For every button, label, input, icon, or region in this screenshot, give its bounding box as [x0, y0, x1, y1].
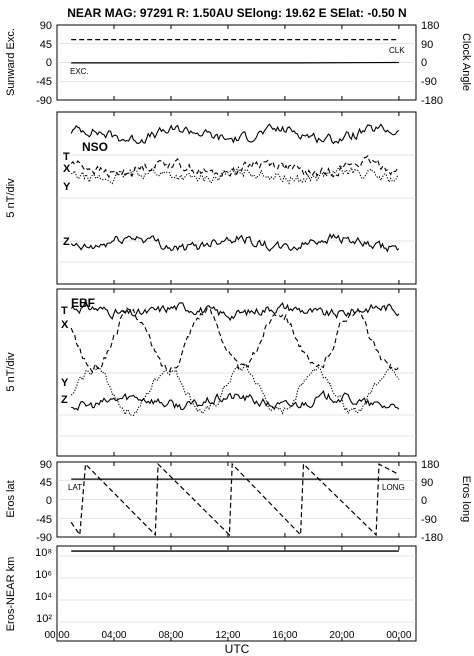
ebf-y-axis-label: 5 nT/div — [5, 352, 17, 392]
dist-tick-1e8: 10⁸ — [35, 547, 52, 559]
x-tick-label: 16:00 — [272, 630, 297, 641]
dist-tick-1e6: 10⁶ — [35, 569, 52, 581]
eros-panel: LAT LONG 90 45 0 -45 -90 180 90 0 -90 -1… — [5, 459, 472, 544]
nso-series-x-line — [70, 154, 400, 179]
long-label: LONG — [382, 483, 405, 492]
eros-tick-right-90: 90 — [421, 477, 433, 489]
ebf-x-label: X — [61, 319, 69, 331]
eros-tick-left-m45: -45 — [36, 514, 52, 526]
ebf-series-y-line — [70, 363, 400, 417]
y-axis-label-sunward: Sunward Exc. — [5, 28, 17, 96]
y-tick-left-90: 90 — [40, 20, 52, 32]
eros-tick-left-90: 90 — [40, 459, 52, 471]
y-tick-right-m180: -180 — [421, 95, 443, 107]
eros-tick-right-0: 0 — [421, 495, 427, 507]
ebf-series-x-line — [70, 307, 400, 374]
x-tick-label: 04:00 — [101, 630, 126, 641]
dist-tick-1e4: 10⁴ — [35, 591, 52, 603]
y-tick-right-0: 0 — [421, 57, 427, 69]
nso-y-axis-label: 5 nT/div — [5, 178, 17, 218]
x-tick-label: 00:00 — [386, 630, 411, 641]
nso-x-label: X — [63, 163, 71, 175]
nso-z-label: Z — [63, 236, 70, 248]
exc-label: EXC. — [70, 67, 89, 76]
nso-series-t-line — [70, 123, 400, 145]
eros-tick-left-m90: -90 — [36, 532, 52, 544]
dist-tick-1e2: 10² — [36, 613, 52, 625]
x-tick-label: 00:00 — [44, 630, 69, 641]
eros-tick-right-m90: -90 — [421, 514, 437, 526]
x-tick-label: 20:00 — [329, 630, 354, 641]
ebf-z-label: Z — [61, 394, 68, 406]
x-tick-label: 12:00 — [215, 630, 240, 641]
nso-panel: NSO T X Y Z 5 nT/div — [5, 111, 417, 285]
x-axis: 00:00 04:00 08:00 12:00 16:00 20:00 00:00 — [44, 25, 412, 641]
nso-t-label: T — [63, 151, 70, 163]
y-tick-right-90: 90 — [421, 39, 433, 51]
angles-panel: CLK EXC. 90 45 0 -45 -90 180 90 0 -90 -1… — [5, 20, 472, 107]
ebf-label: EBF — [71, 296, 95, 310]
nso-series-y-line — [71, 165, 400, 185]
ebf-series-z-line — [71, 390, 400, 412]
y-tick-left-m45: -45 — [36, 76, 52, 88]
x-tick-label: 08:00 — [158, 630, 183, 641]
nso-label: NSO — [82, 140, 108, 154]
lat-label: LAT — [68, 483, 82, 492]
y-tick-left-45: 45 — [40, 39, 52, 51]
ebf-t-label: T — [61, 305, 68, 317]
nso-series-z-line — [70, 233, 400, 253]
y-tick-right-m90: -90 — [421, 76, 437, 88]
eros-tick-left-45: 45 — [40, 477, 52, 489]
eros-long-line — [70, 462, 400, 537]
nso-y-label: Y — [63, 181, 71, 193]
chart-title: NEAR MAG: 97291 R: 1.50AU SElong: 19.62 … — [67, 6, 406, 20]
y-tick-right-180: 180 — [421, 20, 439, 32]
x-axis-label: UTC — [225, 642, 250, 656]
ebf-y-label: Y — [61, 377, 69, 389]
eros-tick-right-180: 180 — [421, 459, 439, 471]
eros-tick-right-m180: -180 — [421, 532, 443, 544]
eros-tick-left-0: 0 — [46, 495, 52, 507]
clk-label: CLK — [389, 46, 405, 55]
ebf-series-t-line — [70, 300, 400, 322]
distance-panel: 10⁸ 10⁶ 10⁴ 10² Eros-NEAR km — [5, 545, 417, 642]
distance-axis-label: Eros-NEAR km — [5, 557, 17, 632]
y-tick-left-m90: -90 — [36, 95, 52, 107]
y-axis-label-clock: Clock Angle — [460, 33, 472, 91]
y-tick-left-0: 0 — [46, 57, 52, 69]
ebf-panel: EBF T X Y Z 5 nT/div — [5, 288, 417, 457]
eros-lat-axis-label: Eros lat — [5, 480, 17, 517]
eros-long-axis-label: Eros long — [460, 476, 472, 522]
